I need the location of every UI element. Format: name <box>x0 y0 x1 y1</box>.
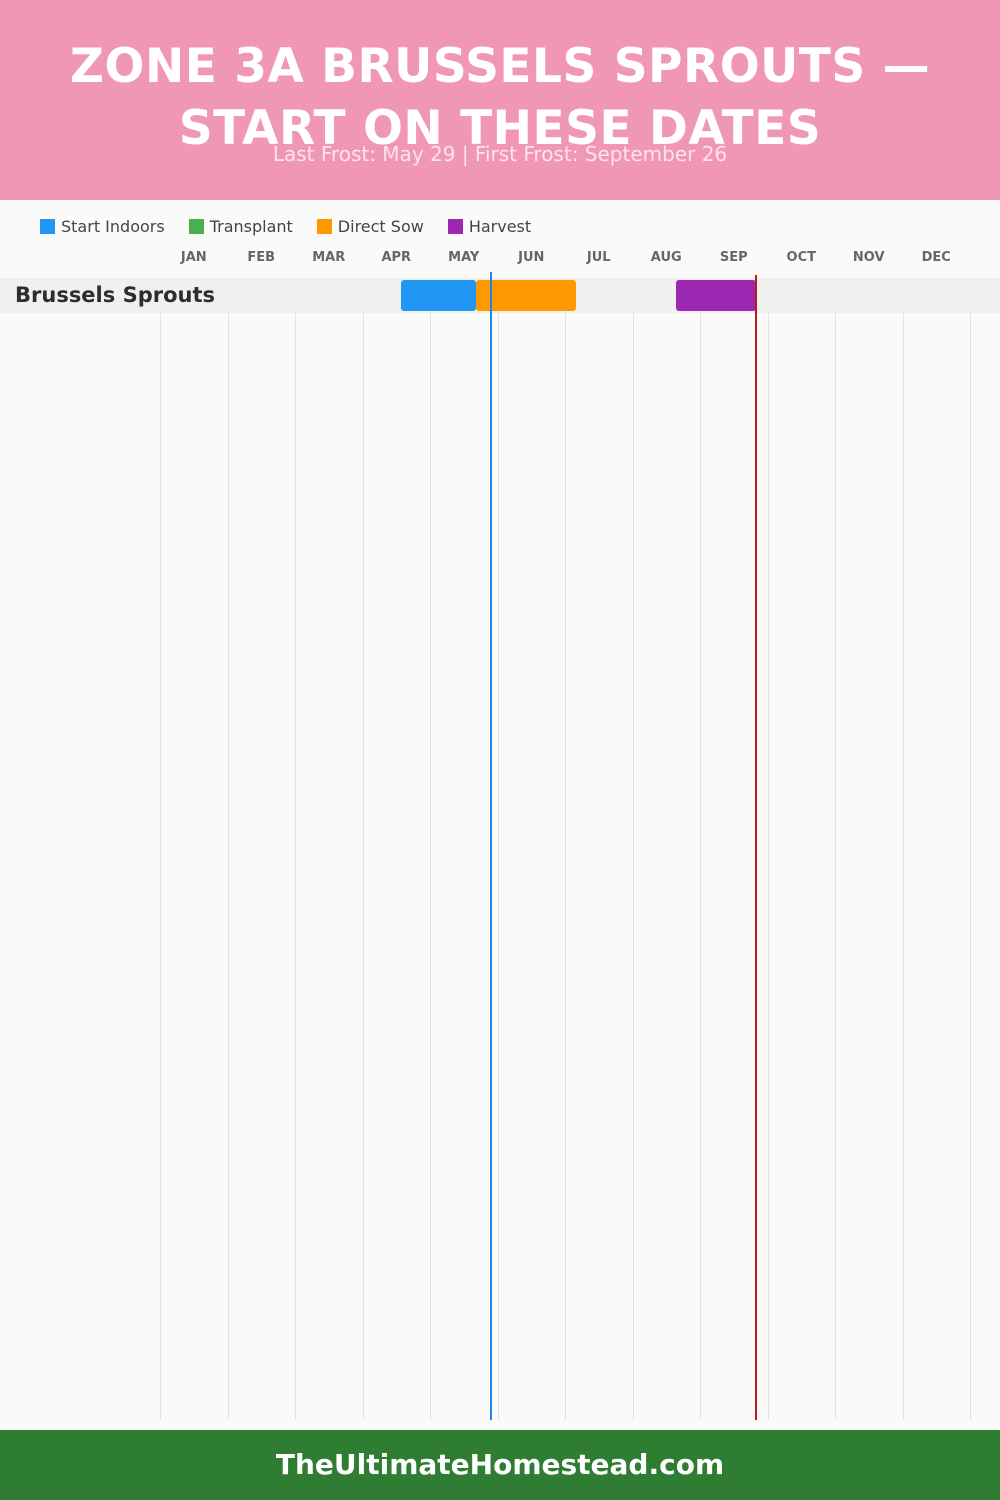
gridline <box>767 312 769 1420</box>
bar-harvest <box>676 280 757 311</box>
row-label: Brussels Sprouts <box>15 283 215 307</box>
gridline <box>835 312 836 1420</box>
month-label-dec: DEC <box>921 250 951 265</box>
month-label-aug: AUG <box>650 250 682 265</box>
gridline <box>295 312 296 1420</box>
marker-first-frost <box>755 275 758 1420</box>
legend-label: Direct Sow <box>337 216 424 236</box>
month-label-sep: SEP <box>719 250 748 265</box>
gridline <box>700 312 701 1420</box>
gridline <box>902 312 904 1420</box>
legend-item-harvest: Harvest <box>447 216 532 236</box>
month-label-jun: JUN <box>518 250 545 265</box>
bar-start-indoors <box>400 280 476 311</box>
legend-swatch <box>316 218 332 234</box>
gridline <box>227 312 229 1420</box>
gridline <box>497 312 499 1420</box>
gridline <box>632 312 634 1420</box>
header-banner: ZONE 3A BRUSSELS SPROUTS — START ON THES… <box>0 0 1000 200</box>
marker-last-frost <box>489 272 492 1420</box>
gridline <box>970 312 971 1420</box>
month-label-mar: MAR <box>312 250 346 265</box>
gridline <box>160 312 161 1420</box>
legend-label: Transplant <box>209 216 293 236</box>
legend: Start Indoors Transplant Direct Sow Harvest <box>40 214 555 238</box>
month-label-apr: APR <box>381 250 412 265</box>
legend-label: Harvest <box>468 216 532 236</box>
frost-dates-subtitle: Last Frost: May 29 | First Frost: Septem… <box>272 142 728 166</box>
legend-swatch <box>40 218 55 234</box>
month-label-may: MAY <box>448 250 480 265</box>
gridline <box>362 312 364 1420</box>
gridline <box>565 312 566 1420</box>
legend-item-transplant: Transplant <box>188 216 293 236</box>
gridline <box>430 312 431 1420</box>
month-label-jan: JAN <box>180 250 207 265</box>
chart-title: ZONE 3A BRUSSELS SPROUTS — START ON THES… <box>69 39 931 156</box>
bar-direct-sow <box>475 280 576 311</box>
legend-item-direct-sow: Direct Sow <box>316 216 424 236</box>
month-label-oct: OCT <box>786 250 816 265</box>
month-label-jul: JUL <box>586 250 611 265</box>
footer-website[interactable]: TheUltimateHomestead.com <box>0 1430 1000 1500</box>
legend-label: Start Indoors <box>61 216 165 236</box>
legend-item-start-indoors: Start Indoors <box>40 217 165 236</box>
month-label-feb: FEB <box>247 250 276 265</box>
legend-swatch <box>447 218 463 234</box>
legend-swatch <box>188 218 204 234</box>
month-label-nov: NOV <box>852 250 885 265</box>
